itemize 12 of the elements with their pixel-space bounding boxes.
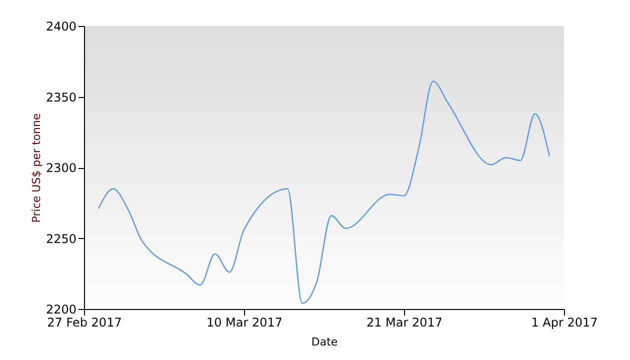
x-tick-label: 21 Mar 2017 (366, 316, 443, 330)
x-tick-label: 1 Apr 2017 (531, 316, 598, 330)
y-axis-title: Price US$ per tonne (30, 113, 43, 223)
y-tick-label: 2300 (46, 161, 76, 175)
y-tick-label: 2200 (46, 302, 76, 316)
y-tick-label: 2400 (46, 20, 76, 34)
line-series (98, 80, 550, 304)
x-tick-label: 27 Feb 2017 (47, 316, 122, 330)
x-tick-label: 10 Mar 2017 (206, 316, 283, 330)
y-tick-label: 2250 (46, 232, 76, 246)
y-tick-label: 2350 (46, 90, 76, 104)
x-axis-title: Date (311, 336, 338, 348)
